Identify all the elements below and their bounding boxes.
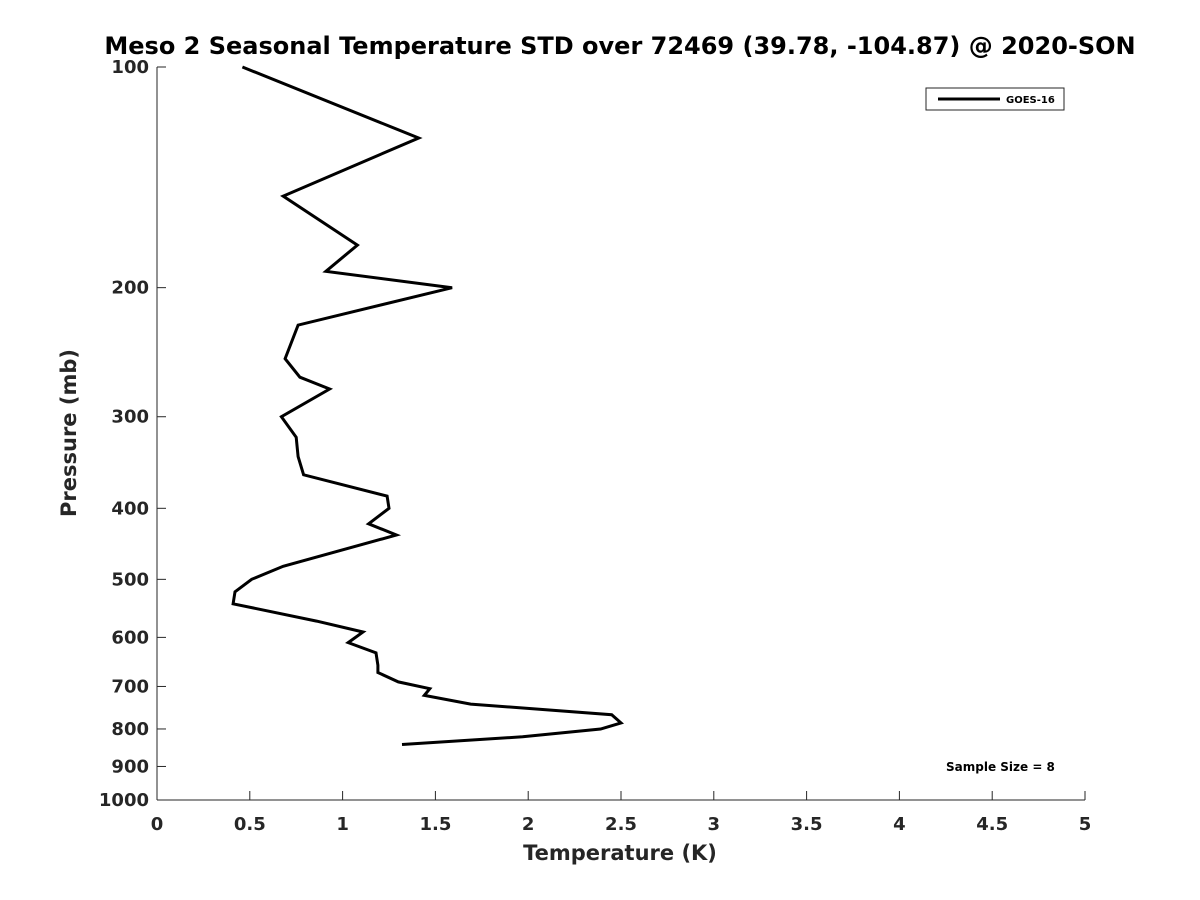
y-tick-label: 200 <box>111 278 149 299</box>
x-tick-label: 0 <box>151 814 164 835</box>
x-ticks: 0 0.5 1 1.5 2 2.5 3 3.5 4 4.5 5 <box>151 791 1092 835</box>
plot-area: 0 0.5 1 1.5 2 2.5 3 3.5 4 4.5 5 100 200 300 400 500 600… <box>99 57 1091 835</box>
y-tick-label: 500 <box>111 569 149 590</box>
x-tick-label: 2 <box>522 814 535 835</box>
sample-size-annotation: Sample Size = 8 <box>946 760 1055 774</box>
y-ticks: 100 200 300 400 500 600 700 800 900 1000 <box>99 57 166 811</box>
series-layer <box>231 65 625 746</box>
x-tick-label: 4 <box>893 814 906 835</box>
x-tick-label: 1.5 <box>419 814 451 835</box>
y-tick-label: 1000 <box>99 790 149 811</box>
y-tick-label: 700 <box>111 676 149 697</box>
x-tick-label: 2.5 <box>605 814 637 835</box>
x-tick-label: 3.5 <box>791 814 823 835</box>
x-tick-label: 5 <box>1079 814 1092 835</box>
legend: GOES-16 <box>925 87 1065 111</box>
y-tick-label: 800 <box>111 719 149 740</box>
x-tick-label: 0.5 <box>234 814 266 835</box>
y-tick-label: 100 <box>111 57 149 78</box>
series-line-goes-16 <box>231 65 625 746</box>
legend-label-goes-16: GOES-16 <box>1006 95 1055 106</box>
y-axis-label: Pressure (mb) <box>57 349 81 517</box>
y-tick-label: 900 <box>111 756 149 777</box>
y-tick-label: 400 <box>111 498 149 519</box>
y-tick-label: 300 <box>111 407 149 428</box>
x-axis-label: Temperature (K) <box>523 841 717 865</box>
x-tick-label: 3 <box>708 814 721 835</box>
x-tick-label: 1 <box>336 814 349 835</box>
chart-title: Meso 2 Seasonal Temperature STD over 724… <box>104 32 1135 60</box>
x-tick-label: 4.5 <box>976 814 1008 835</box>
y-tick-label: 600 <box>111 627 149 648</box>
